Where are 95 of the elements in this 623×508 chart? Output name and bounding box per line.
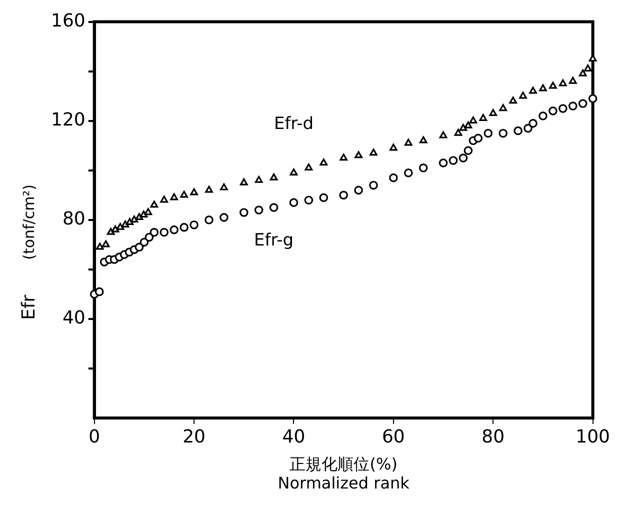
point: [304, 164, 313, 170]
point: [549, 82, 557, 89]
point: [524, 124, 532, 133]
point: [190, 220, 198, 230]
point: [354, 186, 363, 195]
point: [458, 154, 468, 162]
text: Efr (tonf/cm²): [18, 184, 40, 320]
point: [454, 128, 462, 136]
point: [448, 156, 458, 165]
point: [180, 222, 188, 232]
point: [418, 164, 428, 172]
point: [254, 176, 263, 183]
point: [539, 84, 547, 92]
point: [220, 183, 228, 190]
point: [498, 128, 508, 138]
point: [254, 206, 264, 214]
x-tick-label: 60: [382, 426, 405, 448]
point: [469, 116, 478, 124]
x-tick-label: 40: [282, 426, 306, 448]
point: [339, 190, 348, 200]
point: [484, 128, 493, 138]
y-tick-label: 40: [62, 308, 86, 329]
point: [170, 225, 179, 234]
point: [464, 121, 472, 128]
point: [130, 216, 138, 222]
point: [370, 148, 378, 156]
point: [474, 134, 483, 143]
point: [558, 104, 568, 113]
point: [319, 193, 328, 202]
point: [404, 168, 413, 178]
x-tick-label: 100: [576, 426, 610, 448]
point: [404, 138, 412, 146]
point: [111, 225, 120, 232]
point: [519, 92, 527, 99]
point: [419, 136, 428, 144]
y-tick-label: 120: [50, 110, 86, 131]
point: [160, 196, 168, 203]
x-tick-label: 0: [88, 426, 100, 448]
point: [270, 173, 278, 180]
point: [389, 173, 398, 182]
point: [568, 76, 577, 84]
point: [144, 208, 152, 216]
point: [538, 112, 548, 120]
point: [369, 180, 378, 190]
point: [220, 213, 228, 222]
point: [568, 102, 578, 110]
point: [140, 238, 149, 247]
point: [116, 222, 124, 230]
point: [528, 118, 538, 128]
point: [269, 203, 278, 212]
y-tick-label: 80: [62, 208, 86, 230]
point: [548, 106, 558, 116]
point: [464, 146, 473, 155]
point: [514, 126, 522, 136]
point: [205, 186, 213, 193]
point: [584, 64, 592, 72]
point: [290, 168, 298, 176]
point: [150, 200, 158, 208]
point: [320, 158, 328, 166]
point: [96, 242, 104, 250]
point: [558, 79, 567, 86]
point: [144, 232, 154, 242]
x-tick-label: 80: [482, 426, 505, 448]
point: [134, 242, 144, 252]
series-label: Efr-d: [274, 114, 314, 134]
point: [578, 99, 588, 108]
x-axis-title: 正規化順位(%) Normalized rank: [278, 454, 410, 493]
point: [489, 109, 498, 116]
point: [304, 196, 314, 204]
point: [289, 198, 298, 207]
point: [240, 178, 248, 186]
point: [509, 96, 517, 104]
point: [578, 69, 587, 76]
point: [239, 208, 248, 217]
point: [170, 193, 178, 200]
point: [438, 158, 448, 168]
point: [588, 94, 598, 103]
point: [204, 216, 214, 224]
point: [190, 188, 198, 196]
point: [439, 131, 448, 138]
point: [479, 114, 488, 121]
point: [529, 86, 537, 94]
series-label: Efr-g: [254, 230, 294, 250]
point: [459, 124, 468, 131]
point: [354, 151, 362, 158]
point: [499, 104, 508, 112]
point: [180, 190, 188, 198]
point: [160, 228, 169, 237]
point: [94, 287, 104, 296]
point: [150, 228, 159, 237]
point: [390, 144, 398, 151]
x-tick-label: 20: [182, 426, 206, 448]
y-tick-label: 160: [50, 10, 86, 32]
point: [102, 240, 110, 248]
point: [340, 154, 348, 161]
